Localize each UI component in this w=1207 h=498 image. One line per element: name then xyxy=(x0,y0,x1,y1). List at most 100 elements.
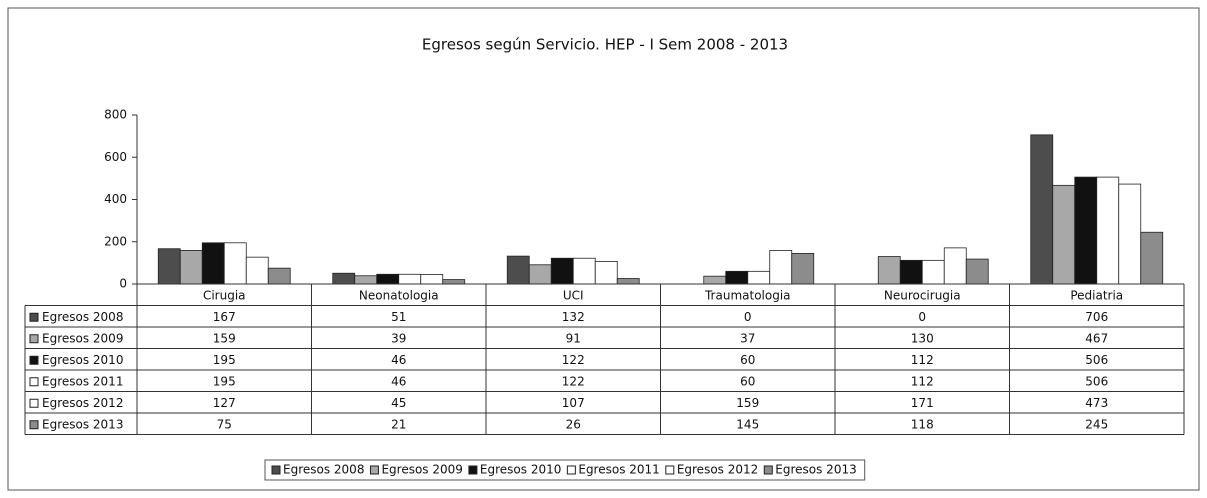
y-tick-label: 200 xyxy=(104,234,127,248)
bar xyxy=(201,242,225,285)
legend-swatch xyxy=(29,420,39,430)
x-tick-label: Pediatria xyxy=(1070,288,1123,302)
table-cell: 167 xyxy=(213,310,236,324)
table-cell: 46 xyxy=(391,353,406,367)
bar xyxy=(791,252,815,285)
table-cell: 0 xyxy=(744,310,752,324)
bar xyxy=(616,278,640,285)
bar xyxy=(398,273,422,285)
bar xyxy=(1140,231,1164,285)
bar xyxy=(769,250,793,285)
bar xyxy=(245,256,269,285)
row-label: Egresos 2013 xyxy=(42,417,123,431)
table-cell: 51 xyxy=(391,310,406,324)
legend-label: Egresos 2010 xyxy=(480,463,561,477)
table-cell: 26 xyxy=(566,417,581,431)
table-cell: 132 xyxy=(562,310,585,324)
legend-label: Egresos 2013 xyxy=(775,463,856,477)
x-tick-label: Neonatologia xyxy=(359,288,439,302)
legend-label: Egresos 2012 xyxy=(677,463,758,477)
y-tick-label: 600 xyxy=(104,150,127,164)
table-cell: 130 xyxy=(911,331,934,345)
table-cell: 706 xyxy=(1085,310,1108,324)
bar xyxy=(420,274,444,285)
bar xyxy=(594,260,618,285)
chart-border xyxy=(7,7,1200,491)
bar xyxy=(877,256,901,285)
x-tick-label: Neurocirugia xyxy=(884,288,961,302)
legend-swatch xyxy=(763,465,773,475)
legend-swatch xyxy=(29,398,39,408)
legend-swatch xyxy=(566,465,576,475)
x-tick-label: Traumatologia xyxy=(704,288,791,302)
chart-title: Egresos según Servicio. HEP - I Sem 2008… xyxy=(422,36,788,54)
row-label: Egresos 2008 xyxy=(42,310,123,324)
bar xyxy=(703,275,727,285)
table-cell: 112 xyxy=(911,353,934,367)
table-cell: 195 xyxy=(213,374,236,388)
table-cell: 60 xyxy=(740,374,755,388)
table-cell: 39 xyxy=(391,331,406,345)
table-cell: 122 xyxy=(562,374,585,388)
table-cell: 159 xyxy=(213,331,236,345)
bar xyxy=(572,257,596,285)
table-cell: 127 xyxy=(213,396,236,410)
bar xyxy=(1030,134,1054,285)
table-cell: 159 xyxy=(736,396,759,410)
bar xyxy=(157,248,181,285)
bar xyxy=(1118,183,1142,285)
row-label: Egresos 2010 xyxy=(42,353,123,367)
bar xyxy=(1052,184,1076,285)
legend-swatch xyxy=(29,334,39,344)
legend-swatch xyxy=(29,312,39,322)
x-tick-label: UCI xyxy=(563,288,584,302)
bar xyxy=(223,242,247,285)
table-cell: 21 xyxy=(391,417,406,431)
table-cell: 46 xyxy=(391,374,406,388)
bar xyxy=(332,272,356,285)
table-cell: 122 xyxy=(562,353,585,367)
bar xyxy=(550,257,574,285)
x-tick-label: Cirugia xyxy=(203,288,246,302)
table-cell: 0 xyxy=(918,310,926,324)
row-label: Egresos 2011 xyxy=(42,374,123,388)
legend-label: Egresos 2008 xyxy=(283,463,364,477)
row-label: Egresos 2009 xyxy=(42,331,123,345)
table-cell: 91 xyxy=(566,331,581,345)
bar xyxy=(376,273,400,285)
bar xyxy=(267,267,291,285)
bar xyxy=(179,250,203,285)
legend-label: Egresos 2011 xyxy=(578,463,659,477)
table-cell: 75 xyxy=(217,417,232,431)
table-cell: 45 xyxy=(391,396,406,410)
legend-swatch xyxy=(29,377,39,387)
row-label: Egresos 2012 xyxy=(42,396,123,410)
bar xyxy=(899,259,923,285)
bar xyxy=(943,247,967,285)
table-cell: 195 xyxy=(213,353,236,367)
table-cell: 145 xyxy=(736,417,759,431)
bar xyxy=(354,275,378,285)
legend-swatch xyxy=(468,465,478,475)
bar xyxy=(747,270,771,285)
y-tick-label: 400 xyxy=(104,192,127,206)
bar xyxy=(921,259,945,285)
legend-swatch xyxy=(271,465,281,475)
legend xyxy=(264,459,866,481)
bar xyxy=(725,270,749,285)
bar xyxy=(965,258,989,285)
bar xyxy=(442,279,466,285)
y-tick-label: 0 xyxy=(119,277,127,291)
bar xyxy=(1074,176,1098,285)
table-cell: 60 xyxy=(740,353,755,367)
table-cell: 473 xyxy=(1085,396,1108,410)
legend-swatch xyxy=(29,355,39,365)
table-cell: 118 xyxy=(911,417,934,431)
table-cell: 171 xyxy=(911,396,934,410)
legend-label: Egresos 2009 xyxy=(381,463,462,477)
y-tick-label: 800 xyxy=(104,108,127,122)
table-cell: 112 xyxy=(911,374,934,388)
bar xyxy=(528,264,552,285)
table-cell: 107 xyxy=(562,396,585,410)
